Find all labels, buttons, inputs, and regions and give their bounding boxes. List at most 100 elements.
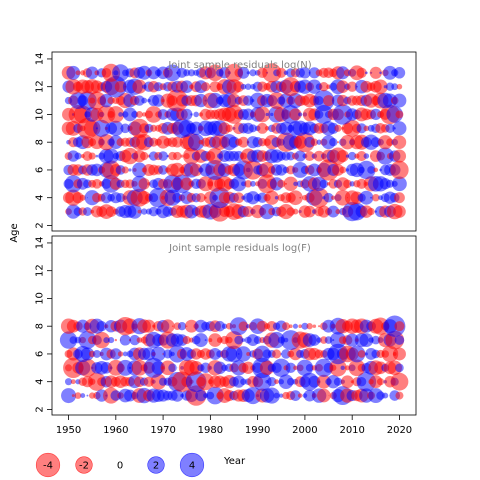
residual-point-negative (244, 180, 252, 188)
residual-point-positive (392, 121, 407, 136)
residual-point-negative (309, 187, 330, 208)
residual-point-negative (328, 395, 329, 396)
residual-point-negative (396, 83, 403, 90)
residual-point-positive (263, 387, 280, 404)
residual-point-negative (357, 350, 366, 358)
residual-point-negative (394, 192, 405, 204)
residual-point-positive (370, 196, 373, 199)
residual-point-positive (132, 162, 147, 178)
residual-point-negative (74, 392, 82, 399)
residual-point-positive (119, 334, 131, 346)
residual-point-negative (363, 125, 370, 132)
legend-bubble (179, 452, 205, 478)
residual-point-positive (365, 71, 368, 75)
residual-point-positive (292, 323, 299, 329)
residual-point-positive (151, 346, 166, 362)
legend-bubble (75, 456, 93, 474)
residual-point-negative (256, 320, 268, 332)
residual-point-negative (224, 63, 244, 82)
residual-point-negative (297, 393, 303, 398)
residual-point-positive (370, 137, 381, 148)
residual-point-positive (128, 168, 132, 172)
residual-point-positive (187, 133, 205, 151)
residual-point-negative (93, 331, 110, 349)
y-tick-label: 4 (35, 195, 46, 201)
residual-point-negative (339, 166, 347, 174)
residual-point-negative (348, 359, 366, 377)
residual-point-positive (92, 350, 101, 358)
residual-point-negative (140, 151, 149, 161)
residual-point-positive (108, 337, 115, 344)
residual-point-negative (381, 345, 399, 363)
residual-point-positive (221, 323, 228, 329)
residual-point-negative (298, 324, 303, 329)
residual-point-negative (180, 177, 194, 191)
residual-point-negative (121, 147, 139, 165)
residual-point-negative (87, 372, 107, 391)
residual-point-positive (382, 392, 389, 399)
residual-point-positive (74, 152, 82, 160)
residual-point-positive (340, 365, 345, 371)
residual-point-positive (96, 320, 107, 332)
residual-point-positive (85, 66, 99, 80)
legend-label: 0 (117, 461, 123, 472)
residual-point-negative (369, 66, 382, 79)
residual-point-negative (233, 81, 245, 93)
residual-point-positive (147, 66, 161, 80)
residual-point-negative (254, 106, 271, 123)
residual-point-negative (319, 82, 329, 92)
x-tick-label: 1990 (245, 425, 270, 436)
residual-point-positive (272, 358, 291, 378)
residual-point-positive (234, 335, 244, 345)
residual-point-positive (294, 150, 306, 162)
residual-point-positive (127, 204, 142, 219)
residual-point-positive (359, 190, 374, 205)
residual-point-negative (137, 209, 142, 214)
residual-point-positive (66, 65, 81, 80)
residual-point-positive (307, 79, 322, 94)
residual-point-positive (385, 123, 395, 133)
residual-point-negative (171, 136, 183, 148)
residual-point-positive (279, 393, 284, 398)
residual-point-negative (336, 150, 349, 163)
residual-point-negative (288, 324, 293, 329)
residual-point-negative (145, 106, 162, 123)
residual-point-positive (319, 179, 329, 189)
residual-point-negative (171, 325, 174, 327)
residual-point-positive (193, 111, 199, 118)
residual-point-positive (249, 69, 257, 77)
residual-point-negative (182, 336, 191, 345)
residual-point-negative (114, 338, 117, 342)
residual-point-positive (356, 371, 377, 392)
residual-point-positive (190, 113, 193, 116)
residual-point-negative (356, 151, 367, 162)
legend-label: -2 (79, 461, 89, 472)
residual-point-negative (189, 361, 203, 375)
residual-point-positive (386, 106, 404, 123)
residual-point-positive (69, 336, 78, 344)
residual-point-positive (78, 331, 97, 350)
residual-point-positive (392, 93, 407, 108)
residual-point-negative (242, 206, 254, 218)
residual-point-positive (64, 378, 73, 386)
residual-point-positive (327, 205, 340, 218)
residual-point-negative (288, 190, 303, 206)
residual-point-positive (207, 92, 223, 109)
residual-point-negative (238, 321, 249, 332)
legend-label: 2 (153, 461, 159, 472)
residual-point-negative (271, 349, 282, 359)
residual-point-negative (386, 138, 394, 147)
residual-point-negative (341, 375, 354, 389)
x-tick-label: 2010 (339, 425, 364, 436)
residual-point-positive (345, 333, 359, 347)
residual-point-positive (241, 338, 246, 342)
residual-point-negative (170, 162, 185, 178)
residual-point-negative (208, 333, 222, 347)
residual-point-negative (390, 160, 409, 180)
residual-point-positive (204, 339, 207, 342)
y-tick-label: 14 (35, 53, 46, 66)
residual-point-positive (240, 83, 247, 90)
residual-point-positive (357, 160, 376, 180)
residual-point-positive (246, 71, 250, 75)
residual-point-negative (196, 193, 206, 203)
